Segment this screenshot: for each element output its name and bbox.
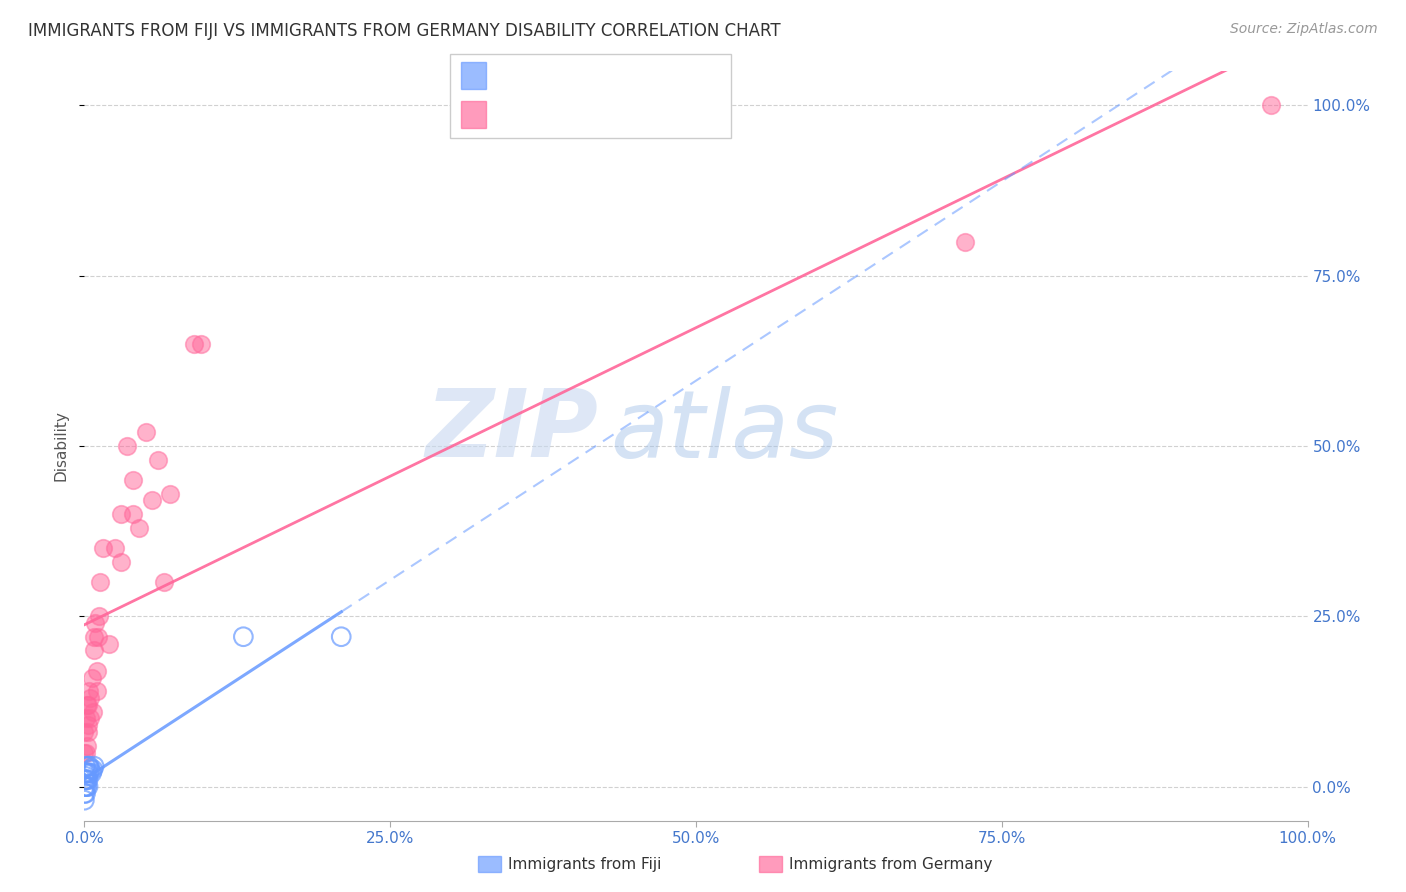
Y-axis label: Disability: Disability: [53, 410, 69, 482]
Point: [135, 425, 157, 440]
Point: [86, 664, 108, 678]
Point: [82, 705, 104, 719]
Point: [79, 691, 101, 706]
Point: [75, 711, 97, 725]
Point: [77, 759, 100, 773]
Point: [80, 766, 103, 780]
Point: [75, 759, 97, 773]
Point: [76, 772, 98, 787]
Point: [75, 769, 97, 783]
Point: [128, 521, 150, 535]
Point: [77, 772, 100, 787]
Point: [83, 643, 105, 657]
Point: [77, 780, 100, 794]
Text: R =  0.648   N = 26: R = 0.648 N = 26: [495, 67, 671, 85]
Point: [77, 766, 100, 780]
Point: [73, 780, 96, 794]
Point: [146, 452, 169, 467]
Point: [83, 759, 105, 773]
Point: [75, 786, 97, 800]
Point: [87, 630, 110, 644]
Point: [83, 630, 105, 644]
Point: [110, 507, 132, 521]
Point: [75, 746, 97, 760]
Point: [153, 575, 176, 590]
Point: [73, 772, 96, 787]
Point: [122, 473, 145, 487]
Point: [77, 698, 100, 712]
Point: [91, 541, 114, 556]
Point: [97, 636, 120, 650]
Point: [84, 616, 107, 631]
Point: [79, 763, 101, 777]
Point: [76, 766, 98, 780]
Text: R =  0.821   N = 40: R = 0.821 N = 40: [495, 106, 671, 124]
Point: [77, 725, 100, 739]
Point: [330, 630, 353, 644]
Point: [86, 684, 108, 698]
Point: [73, 786, 96, 800]
Point: [73, 766, 96, 780]
Point: [104, 541, 127, 556]
Point: [76, 739, 98, 753]
Point: [79, 711, 101, 725]
Point: [76, 780, 98, 794]
Text: Immigrants from Germany: Immigrants from Germany: [789, 857, 993, 871]
Point: [77, 766, 100, 780]
Point: [82, 763, 104, 777]
Point: [77, 759, 100, 773]
Point: [75, 766, 97, 780]
Point: [77, 718, 100, 732]
Point: [183, 336, 205, 351]
Point: [115, 439, 138, 453]
Point: [73, 725, 96, 739]
Text: ZIP: ZIP: [425, 385, 598, 477]
Text: Immigrants from Fiji: Immigrants from Fiji: [508, 857, 661, 871]
Text: atlas: atlas: [610, 385, 838, 476]
Point: [953, 235, 976, 249]
Point: [159, 486, 181, 500]
Point: [122, 507, 145, 521]
Text: Source: ZipAtlas.com: Source: ZipAtlas.com: [1230, 22, 1378, 37]
Point: [75, 780, 97, 794]
Point: [1260, 98, 1282, 112]
Point: [73, 793, 96, 807]
Point: [232, 630, 254, 644]
Point: [87, 609, 110, 624]
Point: [141, 493, 163, 508]
Text: IMMIGRANTS FROM FIJI VS IMMIGRANTS FROM GERMANY DISABILITY CORRELATION CHART: IMMIGRANTS FROM FIJI VS IMMIGRANTS FROM …: [28, 22, 780, 40]
Point: [76, 698, 98, 712]
Point: [89, 575, 111, 590]
Point: [77, 684, 100, 698]
Point: [80, 671, 103, 685]
Point: [75, 772, 97, 787]
Point: [190, 336, 212, 351]
Point: [110, 555, 132, 569]
Point: [73, 746, 96, 760]
